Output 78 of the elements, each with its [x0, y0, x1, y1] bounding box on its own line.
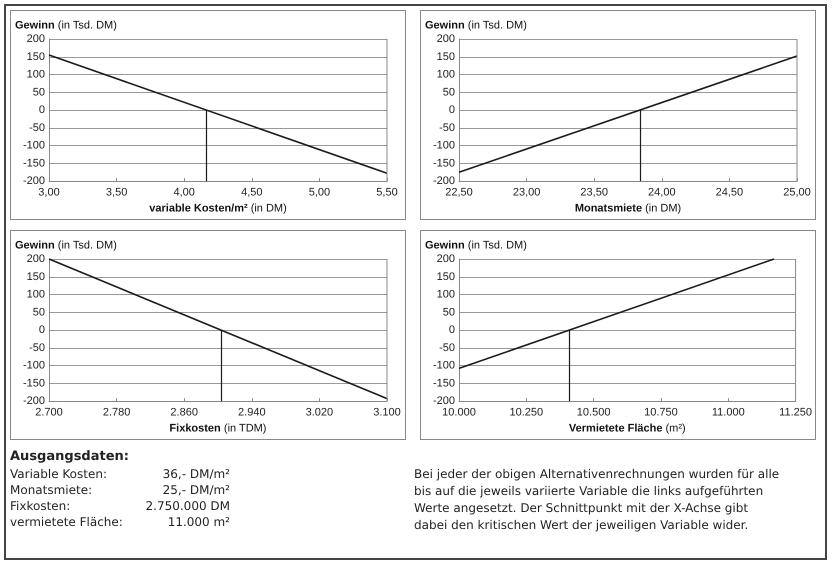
x-tick-label: 25,00 — [783, 186, 811, 199]
x-tick-label: 22,50 — [445, 186, 473, 199]
text: Ausgangsdaten: — [10, 448, 130, 466]
y-tick-label: 200 — [436, 33, 455, 45]
text: 11.000 m² — [168, 514, 230, 530]
x-tick-label: 24,00 — [648, 186, 676, 199]
y-axis-title: Gewinn (in Tsd. DM) — [15, 240, 117, 252]
x-tick-label: 2.700 — [35, 406, 63, 419]
x-tick-label: 11.000 — [712, 406, 745, 419]
y-axis-title: Gewinn (in Tsd. DM) — [425, 240, 527, 252]
y-tick-label: -200 — [432, 395, 455, 408]
x-axis-title: variable Kosten/m² (in DM) — [149, 202, 287, 214]
x-axis-title: Monatsmiete (in DM) — [574, 202, 682, 214]
x-tick-label: 10.750 — [644, 406, 678, 419]
y-tick-label: 100 — [26, 68, 45, 81]
y-tick-label: -200 — [22, 395, 45, 408]
x-tick-label: 4,50 — [241, 186, 263, 199]
y-tick-label: 150 — [26, 270, 45, 283]
y-tick-label: 150 — [26, 50, 45, 63]
y-tick-label: -50 — [29, 342, 45, 354]
x-tick-label: 4,00 — [173, 186, 195, 199]
y-tick-label: 150 — [436, 50, 455, 63]
text: 2.750.000 DM — [146, 498, 230, 514]
y-tick-label: -100 — [432, 140, 455, 152]
y-tick-label: 100 — [436, 288, 455, 301]
y-tick-label: -100 — [432, 360, 455, 372]
y-tick-label: 0 — [38, 324, 45, 336]
text: 25,- DM/m² — [162, 482, 230, 498]
y-tick-label: 50 — [442, 306, 455, 318]
y-tick-label: 0 — [38, 104, 45, 116]
x-axis-title: Vermietete Fläche (m²) — [568, 422, 686, 434]
x-tick-label: 2.940 — [238, 406, 266, 419]
x-tick-label: 2.780 — [102, 406, 130, 419]
y-tick-label: -50 — [29, 122, 45, 134]
y-tick-label: -200 — [432, 175, 455, 188]
y-tick-label: 50 — [442, 86, 455, 98]
x-tick-label: 10.500 — [576, 406, 610, 419]
y-tick-label: -200 — [22, 175, 45, 188]
x-tick-label: 24,50 — [716, 186, 744, 199]
text: Bei jeder der obigen Alternativenrechnungen wurden für alle bis auf die jeweils variierte Variable die links aufgeführten Werte angesetzt. Der Schnittpunkt mit der X-Achse gibt dabei den kritischen Wert der jeweiligen Variable wider. — [414, 466, 780, 534]
x-tick-label: 10.000 — [442, 406, 476, 419]
y-tick-label: -100 — [22, 360, 45, 372]
x-tick-label: 5,00 — [308, 186, 330, 199]
y-tick-label: 50 — [32, 86, 45, 98]
x-tick-label: 2.860 — [170, 406, 198, 419]
y-tick-label: 200 — [26, 33, 45, 45]
y-tick-label: 200 — [26, 253, 45, 265]
y-tick-label: 100 — [436, 68, 455, 81]
text: 36,- DM/m² — [162, 466, 230, 482]
y-tick-label: 200 — [436, 253, 455, 265]
y-tick-label: 150 — [436, 270, 455, 283]
y-tick-label: -50 — [439, 342, 455, 354]
x-tick-label: 3,00 — [38, 186, 60, 199]
y-axis-title: Gewinn (in Tsd. DM) — [15, 20, 117, 32]
x-tick-label: 3.020 — [306, 406, 334, 419]
y-tick-label: -150 — [22, 377, 45, 390]
x-tick-label: 11.250 — [779, 406, 812, 419]
x-tick-label: 5,50 — [376, 186, 398, 199]
y-tick-label: 50 — [32, 306, 45, 318]
text: vermietete Fläche: — [10, 514, 123, 530]
y-tick-label: 100 — [26, 288, 45, 301]
y-tick-label: 0 — [448, 324, 455, 336]
x-tick-label: 10.250 — [509, 406, 544, 419]
x-tick-label: 23,00 — [512, 186, 540, 199]
x-tick-label: 23,50 — [580, 186, 608, 199]
y-tick-label: -150 — [22, 157, 45, 170]
text: Variable Kosten: — [10, 466, 108, 482]
y-tick-label: -150 — [432, 157, 455, 170]
text: Fixkosten: — [10, 498, 70, 514]
x-axis-title: Fixkosten (in TDM) — [169, 422, 266, 434]
y-tick-label: 0 — [448, 104, 455, 116]
x-tick-label: 3.100 — [373, 406, 401, 419]
x-tick-label: 3,50 — [106, 186, 128, 199]
y-axis-title: Gewinn (in Tsd. DM) — [425, 20, 527, 32]
y-tick-label: -150 — [432, 377, 455, 390]
text: Monatsmiete: — [10, 482, 92, 498]
y-tick-label: -100 — [22, 140, 45, 152]
y-tick-label: -50 — [439, 122, 455, 134]
